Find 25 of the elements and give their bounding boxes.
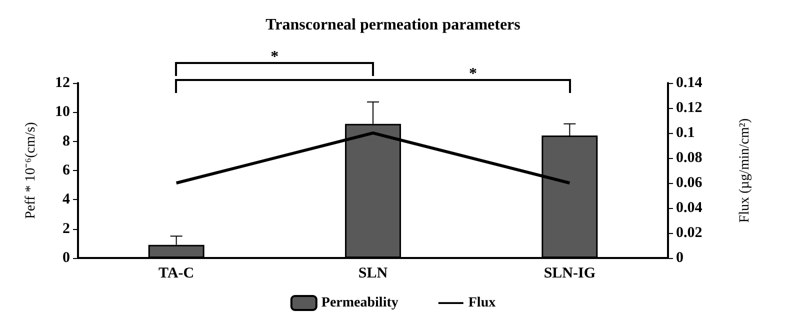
y2-tick-label: 0.12 — [676, 100, 702, 116]
x-tick-label: SLN — [358, 266, 388, 282]
y2-tick-label: 0.1 — [676, 125, 695, 141]
y2-tick-label: 0.04 — [676, 200, 703, 216]
x-tick-label: SLN-IG — [544, 266, 596, 282]
legend-label: Permeability — [321, 296, 398, 310]
text: * — [469, 66, 477, 82]
y2-axis-title: Flux (µg/min/cm²) — [738, 118, 752, 223]
y-tick-label: 0 — [62, 250, 70, 266]
x-tick-label: TA-C — [158, 266, 194, 282]
y2-tick-label: 0 — [676, 250, 684, 266]
y2-tick-label: 0.06 — [676, 175, 703, 191]
y-axis-title: Peff * 10⁻⁶(cm/s) — [24, 122, 38, 219]
y2-tick-label: 0.02 — [676, 225, 702, 241]
y-tick-label: 4 — [62, 192, 70, 208]
y-tick-label: 2 — [62, 220, 70, 237]
y2-tick-label: 0.14 — [676, 75, 703, 91]
text: * — [270, 48, 279, 66]
y2-tick-label: 0.08 — [676, 150, 702, 166]
y-tick-label: 8 — [62, 133, 70, 150]
y-tick-label: 6 — [62, 162, 70, 178]
y-tick-label: 12 — [55, 75, 70, 91]
chart-title: Transcorneal permeation parameters — [266, 16, 520, 34]
legend-label: Flux — [468, 296, 496, 310]
y-tick-label: 10 — [55, 104, 70, 120]
